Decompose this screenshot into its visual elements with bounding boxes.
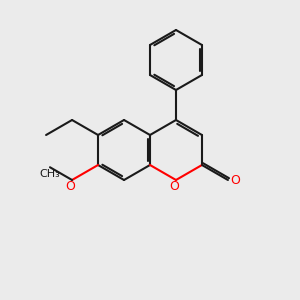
Text: O: O <box>230 173 240 187</box>
Text: O: O <box>66 180 76 193</box>
Text: CH₃: CH₃ <box>40 169 60 179</box>
Text: O: O <box>169 180 179 193</box>
